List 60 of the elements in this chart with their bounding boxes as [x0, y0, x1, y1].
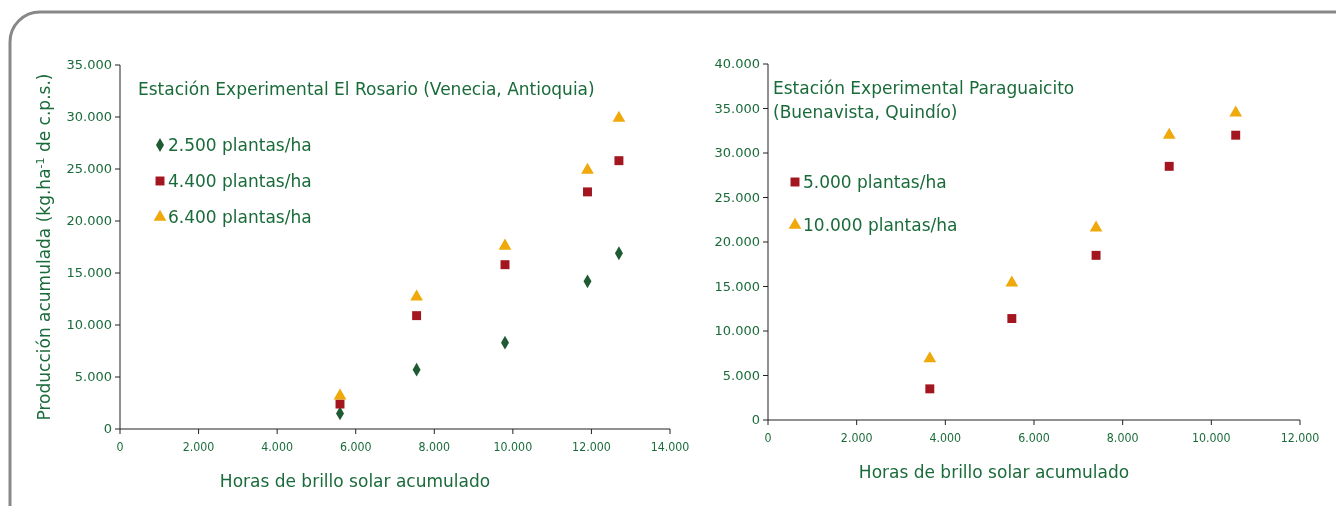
legend-label: 4.400 plantas/ha — [168, 171, 312, 191]
y-tick-label: 35.000 — [66, 57, 112, 72]
y-tick-label: 20.000 — [66, 213, 112, 228]
point — [335, 399, 345, 409]
point — [614, 156, 624, 166]
y-tick-label: 10.000 — [714, 323, 760, 338]
legend-label: 2.500 plantas/ha — [168, 135, 312, 155]
point — [581, 162, 594, 174]
y-tick-label: 15.000 — [66, 265, 112, 280]
y-tick-label: 30.000 — [714, 145, 760, 160]
x-tick-label: 2.000 — [182, 439, 215, 455]
y-tick-label: 5.000 — [722, 367, 760, 383]
y-tick-label: 25.000 — [66, 161, 112, 176]
x-axis-title: Horas de brillo solar acumulado — [219, 471, 491, 491]
y-tick-label: 20.000 — [714, 234, 760, 249]
point — [612, 110, 626, 122]
point — [412, 311, 422, 321]
x-tick-label: 4.000 — [929, 430, 962, 446]
point — [1007, 314, 1017, 324]
point — [333, 388, 347, 400]
y-tick-label: 0 — [751, 412, 760, 427]
x-tick-label: 6.000 — [1018, 430, 1050, 446]
x-tick-label: 8.000 — [1106, 430, 1139, 446]
x-tick-label: 10.000 — [493, 439, 533, 455]
point — [925, 384, 935, 394]
point — [1229, 105, 1243, 117]
x-tick-label: 12.000 — [1280, 430, 1320, 446]
y-tick-label: 35.000 — [714, 100, 760, 116]
x-tick-label: 6.000 — [339, 439, 372, 455]
legend-label: 10.000 plantas/ha — [803, 215, 958, 235]
point — [1089, 220, 1103, 232]
legend-label: 6.400 plantas/ha — [168, 207, 312, 227]
x-tick-label: 14.000 — [650, 439, 690, 455]
text: Estación Experimental Paraguaicito (Buenavista, Quindío) — [773, 78, 1075, 122]
x-tick-label: 0 — [116, 439, 124, 455]
point — [500, 260, 510, 270]
x-tick-label: 12.000 — [572, 439, 611, 455]
point — [1162, 127, 1176, 139]
y-tick-label: 15.000 — [714, 278, 760, 294]
point — [1091, 250, 1101, 260]
x-tick-label: 10.000 — [1192, 430, 1231, 446]
y-tick-label: 10.000 — [66, 317, 112, 332]
x-tick-label: 8.000 — [418, 439, 451, 455]
y-tick-label: 30.000 — [66, 109, 112, 124]
point — [498, 238, 512, 250]
point — [1164, 161, 1174, 171]
y-tick-label: 25.000 — [714, 189, 760, 205]
y-tick-label: 40.000 — [714, 56, 760, 71]
point — [410, 289, 423, 301]
x-tick-label: 4.000 — [261, 439, 293, 455]
point — [583, 187, 592, 197]
legend-label: 5.000 plantas/ha — [803, 172, 947, 192]
point — [1231, 130, 1241, 140]
point — [923, 351, 937, 363]
x-axis-title: Horas de brillo solar acumulado — [858, 462, 1130, 482]
y-tick-label: 5.000 — [74, 369, 112, 384]
text: Estación Experimental El Rosario (Venecia, Antioquia) — [138, 79, 595, 99]
x-tick-label: 2.000 — [840, 430, 873, 446]
point — [1005, 275, 1019, 287]
x-tick-label: 0 — [764, 430, 772, 446]
